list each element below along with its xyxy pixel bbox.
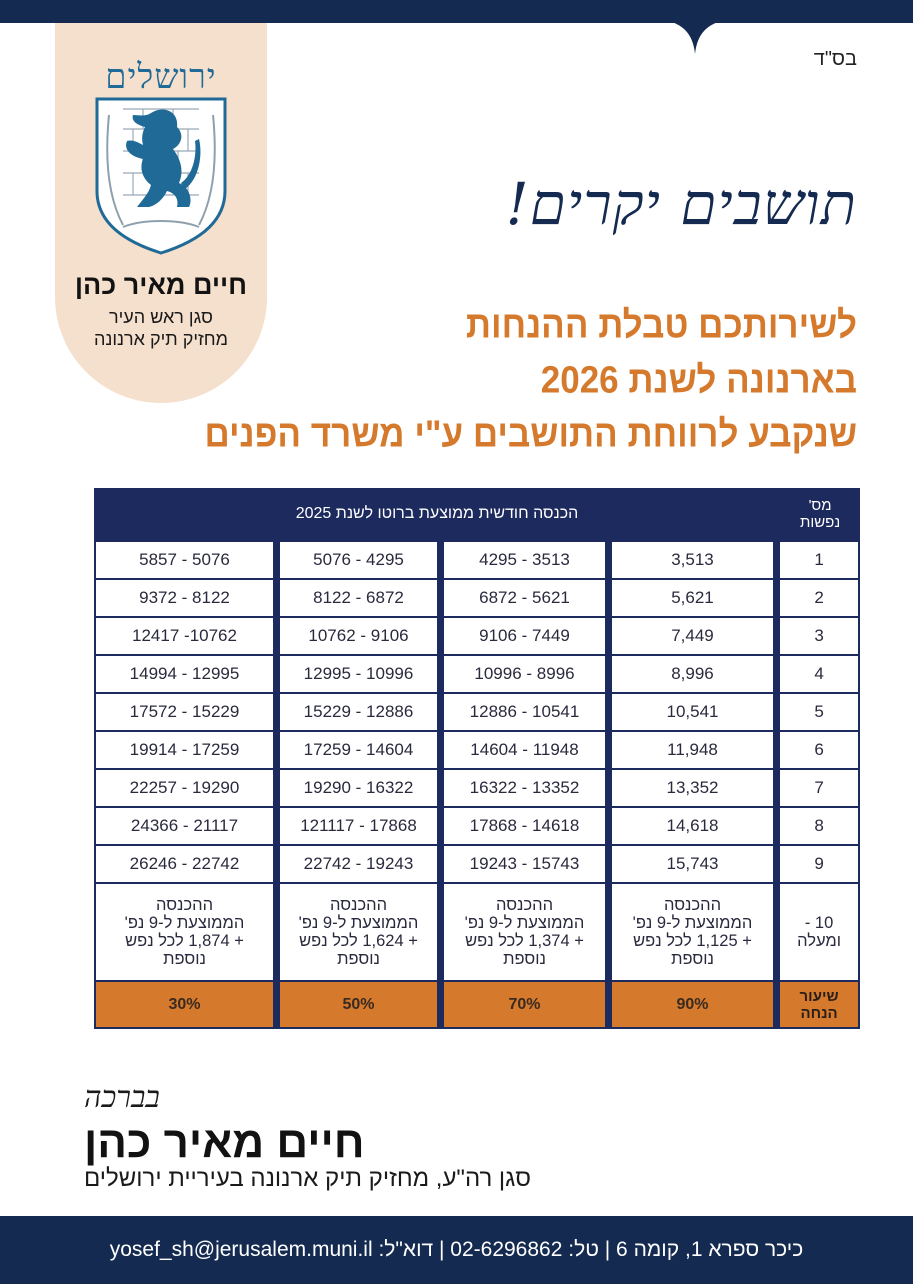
cell-30: 12995 - 14994 xyxy=(96,654,273,694)
rate-90: 90% xyxy=(612,980,773,1029)
cell-persons: 7 xyxy=(780,768,859,808)
cell-90: 14,618 xyxy=(612,806,773,846)
cell-90: 7,449 xyxy=(612,616,773,656)
table-row: 5076 - 5857 4295 - 5076 3513 - 4295 3,51… xyxy=(94,540,861,580)
cell-70: 8996 - 10996 xyxy=(444,654,605,694)
cell-50: ההכנסה הממוצעת ל-9 נפ' + 1,624 לכל נפש נוספ… xyxy=(280,882,437,982)
cell-50: 12886 - 15229 xyxy=(280,692,437,732)
rate-30: 30% xyxy=(96,980,273,1029)
cell-70: 7449 - 9106 xyxy=(444,616,605,656)
cell-70: 14618 - 17868 xyxy=(444,806,605,846)
greeting-headline: תושבים יקרים! xyxy=(505,170,857,238)
headline-line1: לשירותכם טבלת ההנחות xyxy=(465,304,857,347)
official-side-panel: ירושלים חיים מאיר כהן סגן ראש העיר מחזיק… xyxy=(55,23,267,403)
cell-30: 8122 - 9372 xyxy=(96,578,273,618)
headline-line2: בארנונה לשנת 2026 xyxy=(540,359,857,402)
headline-line3: שנקבע לרווחת התושבים ע"י משרד הפנים xyxy=(204,413,857,456)
cell-50: 9106 - 10762 xyxy=(280,616,437,656)
table-row-10-plus: ההכנסה הממוצעת ל-9 נפ' + 1,874 לכל נפש נוספ… xyxy=(94,882,861,982)
cell-90: 11,948 xyxy=(612,730,773,770)
cell-70: 15743 - 19243 xyxy=(444,844,605,884)
cell-70: ההכנסה הממוצעת ל-9 נפ' + 1,374 לכל נפש נוספ… xyxy=(444,882,605,982)
cell-50: 16322 - 19290 xyxy=(280,768,437,808)
cell-50: 19243 - 22742 xyxy=(280,844,437,884)
cell-persons: 2 xyxy=(780,578,859,618)
table-row: 8122 - 9372 6872 - 8122 5621 - 6872 5,62… xyxy=(94,578,861,618)
cell-50: 6872 - 8122 xyxy=(280,578,437,618)
cell-50: 10996 - 12995 xyxy=(280,654,437,694)
table-header-row: הכנסה חודשית ממוצעת ברוטו לשנת 2025 מס' … xyxy=(94,488,861,541)
rate-50: 50% xyxy=(280,980,437,1029)
persons-header: מס' נפשות xyxy=(780,488,861,541)
cell-30: 5076 - 5857 xyxy=(96,540,273,580)
persons-header-line2: נפשות xyxy=(799,514,841,531)
cell-90: 13,352 xyxy=(612,768,773,808)
cell-70: 13352 - 16322 xyxy=(444,768,605,808)
table-row: 10762- 12417 9106 - 10762 7449 - 9106 7,… xyxy=(94,616,861,656)
cell-50: 14604 - 17259 xyxy=(280,730,437,770)
signature-name: חיים מאיר כהן xyxy=(84,1118,365,1167)
table-row: 19290 - 22257 16322 - 19290 13352 - 1632… xyxy=(94,768,861,808)
cell-70: 11948 - 14604 xyxy=(444,730,605,770)
rate-70: 70% xyxy=(444,980,605,1029)
official-role-line1: סגן ראש העיר xyxy=(109,307,213,327)
cell-persons: 1 xyxy=(780,540,859,580)
top-bar xyxy=(0,0,913,23)
discount-table: הכנסה חודשית ממוצעת ברוטו לשנת 2025 מס' … xyxy=(94,488,861,1029)
cell-30: 22742 - 26246 xyxy=(96,844,273,884)
discount-rate-row: 30% 50% 70% 90% שיעור הנחה xyxy=(94,980,861,1029)
rate-label: שיעור הנחה xyxy=(780,980,859,1029)
cell-30: 17259 - 19914 xyxy=(96,730,273,770)
income-header: הכנסה חודשית ממוצעת ברוטו לשנת 2025 xyxy=(94,488,781,541)
cell-persons: 10 - ומעלה xyxy=(780,882,859,982)
jerusalem-emblem-icon xyxy=(95,97,227,255)
bsd-mark: בס"ד xyxy=(813,48,857,70)
cell-90: 15,743 xyxy=(612,844,773,884)
cell-90: ההכנסה הממוצעת ל-9 נפ' + 1,125 לכל נפש נוספ… xyxy=(612,882,773,982)
footer-contact: כיכר ספרא 1, קומה 6 | טל: 02-6296862 | ד… xyxy=(109,1238,804,1261)
cell-persons: 8 xyxy=(780,806,859,846)
notch-decoration-icon xyxy=(665,20,725,54)
official-role-line2: מחזיק תיק ארנונה xyxy=(93,329,229,349)
cell-50: 4295 - 5076 xyxy=(280,540,437,580)
table-row: 17259 - 19914 14604 - 17259 11948 - 1460… xyxy=(94,730,861,770)
official-name: חיים מאיר כהן xyxy=(74,270,248,300)
cell-persons: 4 xyxy=(780,654,859,694)
table-row: 21117 - 24366 17868 - 121117 14618 - 178… xyxy=(94,806,861,846)
cell-30: ההכנסה הממוצעת ל-9 נפ' + 1,874 לכל נפש נוספ… xyxy=(96,882,273,982)
persons-header-line1: מס' xyxy=(808,497,832,514)
cell-persons: 6 xyxy=(780,730,859,770)
cell-persons: 5 xyxy=(780,692,859,732)
cell-30: 21117 - 24366 xyxy=(96,806,273,846)
cell-90: 3,513 xyxy=(612,540,773,580)
city-name: ירושלים xyxy=(105,57,217,97)
cell-70: 3513 - 4295 xyxy=(444,540,605,580)
cell-30: 19290 - 22257 xyxy=(96,768,273,808)
footer-bar: כיכר ספרא 1, קומה 6 | טל: 02-6296862 | ד… xyxy=(0,1216,913,1284)
table-row: 12995 - 14994 10996 - 12995 8996 - 10996… xyxy=(94,654,861,694)
cell-70: 10541 - 12886 xyxy=(444,692,605,732)
cell-90: 5,621 xyxy=(612,578,773,618)
cell-90: 10,541 xyxy=(612,692,773,732)
cell-90: 8,996 xyxy=(612,654,773,694)
cell-70: 5621 - 6872 xyxy=(444,578,605,618)
table-row: 15229 - 17572 12886 - 15229 10541 - 1288… xyxy=(94,692,861,732)
cell-persons: 3 xyxy=(780,616,859,656)
signature-blessing: בברכה xyxy=(84,1080,160,1115)
table-row: 22742 - 26246 19243 - 22742 15743 - 1924… xyxy=(94,844,861,884)
cell-30: 15229 - 17572 xyxy=(96,692,273,732)
cell-persons: 9 xyxy=(780,844,859,884)
signature-role: סגן רה"ע, מחזיק תיק ארנונה בעיריית ירושל… xyxy=(84,1165,532,1192)
cell-50: 17868 - 121117 xyxy=(280,806,437,846)
cell-30: 10762- 12417 xyxy=(96,616,273,656)
